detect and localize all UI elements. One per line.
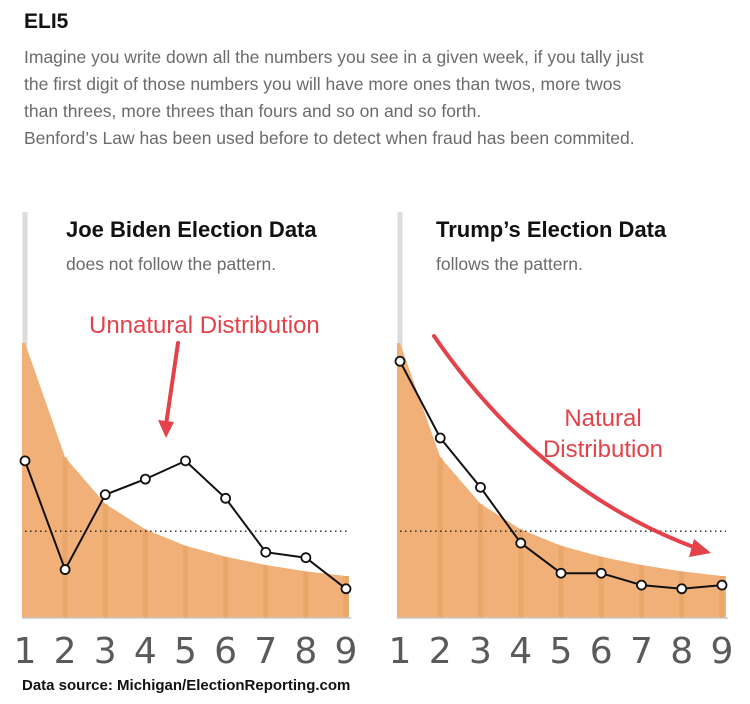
- data-point: [515, 537, 527, 549]
- x-tick-label: 7: [254, 631, 277, 672]
- x-tick-label: 1: [389, 631, 412, 672]
- data-point: [180, 455, 191, 467]
- data-point: [59, 564, 71, 575]
- annotation-arrowhead: [689, 539, 711, 557]
- x-tick-label: 6: [214, 631, 237, 672]
- x-tick-label: 8: [670, 631, 693, 672]
- chart-subtitle: does not follow the pattern.: [66, 254, 276, 274]
- x-tick-label: 1: [14, 631, 37, 672]
- data-point: [555, 567, 567, 579]
- x-tick-label: 2: [429, 631, 452, 672]
- data-point: [475, 481, 486, 493]
- data-point: [139, 473, 151, 485]
- x-tick-label: 7: [630, 631, 653, 672]
- annotation-arrowhead: [158, 420, 174, 438]
- x-tick-label: 8: [294, 631, 317, 672]
- x-tick-label: 5: [174, 631, 197, 672]
- chart-title: Trump’s Election Data: [436, 217, 667, 242]
- x-tick-label: 3: [94, 631, 117, 672]
- chart-subtitle: follows the pattern.: [436, 254, 583, 274]
- data-point: [394, 355, 406, 367]
- x-tick-label: 4: [509, 631, 532, 672]
- chart-title: Joe Biden Election Data: [66, 217, 317, 242]
- data-point: [260, 546, 272, 558]
- data-point: [19, 455, 31, 467]
- annotation-text: Distribution: [543, 436, 663, 463]
- data-source: Data source: Michigan/ElectionReporting.…: [22, 677, 351, 694]
- explanation-line: Benford’s Law has been used before to de…: [24, 128, 635, 148]
- x-tick-label: 9: [711, 631, 734, 672]
- data-point: [99, 489, 111, 501]
- explanation-line: Imagine you write down all the numbers y…: [24, 47, 644, 67]
- x-tick-label: 6: [590, 631, 613, 672]
- explanation-text: Imagine you write down all the numbers y…: [24, 44, 744, 152]
- data-point: [220, 492, 232, 504]
- annotation-arrow: [432, 334, 698, 550]
- annotation-text: Unnatural Distribution: [89, 312, 320, 339]
- explanation-line: than threes, more threes than fours and …: [24, 101, 482, 121]
- data-point: [595, 567, 607, 579]
- x-tick-label: 2: [54, 631, 77, 672]
- x-tick-label: 4: [134, 631, 157, 672]
- x-tick-label: 5: [550, 631, 573, 672]
- data-point: [716, 579, 728, 591]
- explanation-line: the first digit of those numbers you wil…: [24, 74, 622, 94]
- annotation-text: Natural: [564, 405, 641, 432]
- page-title: ELI5: [24, 10, 69, 33]
- data-point: [340, 583, 352, 595]
- data-point: [636, 579, 647, 591]
- annotation-arrow: [164, 341, 180, 427]
- data-point: [300, 552, 312, 564]
- data-point: [434, 432, 446, 444]
- x-tick-label: 9: [335, 631, 358, 672]
- x-tick-label: 3: [469, 631, 492, 672]
- data-point: [676, 583, 688, 595]
